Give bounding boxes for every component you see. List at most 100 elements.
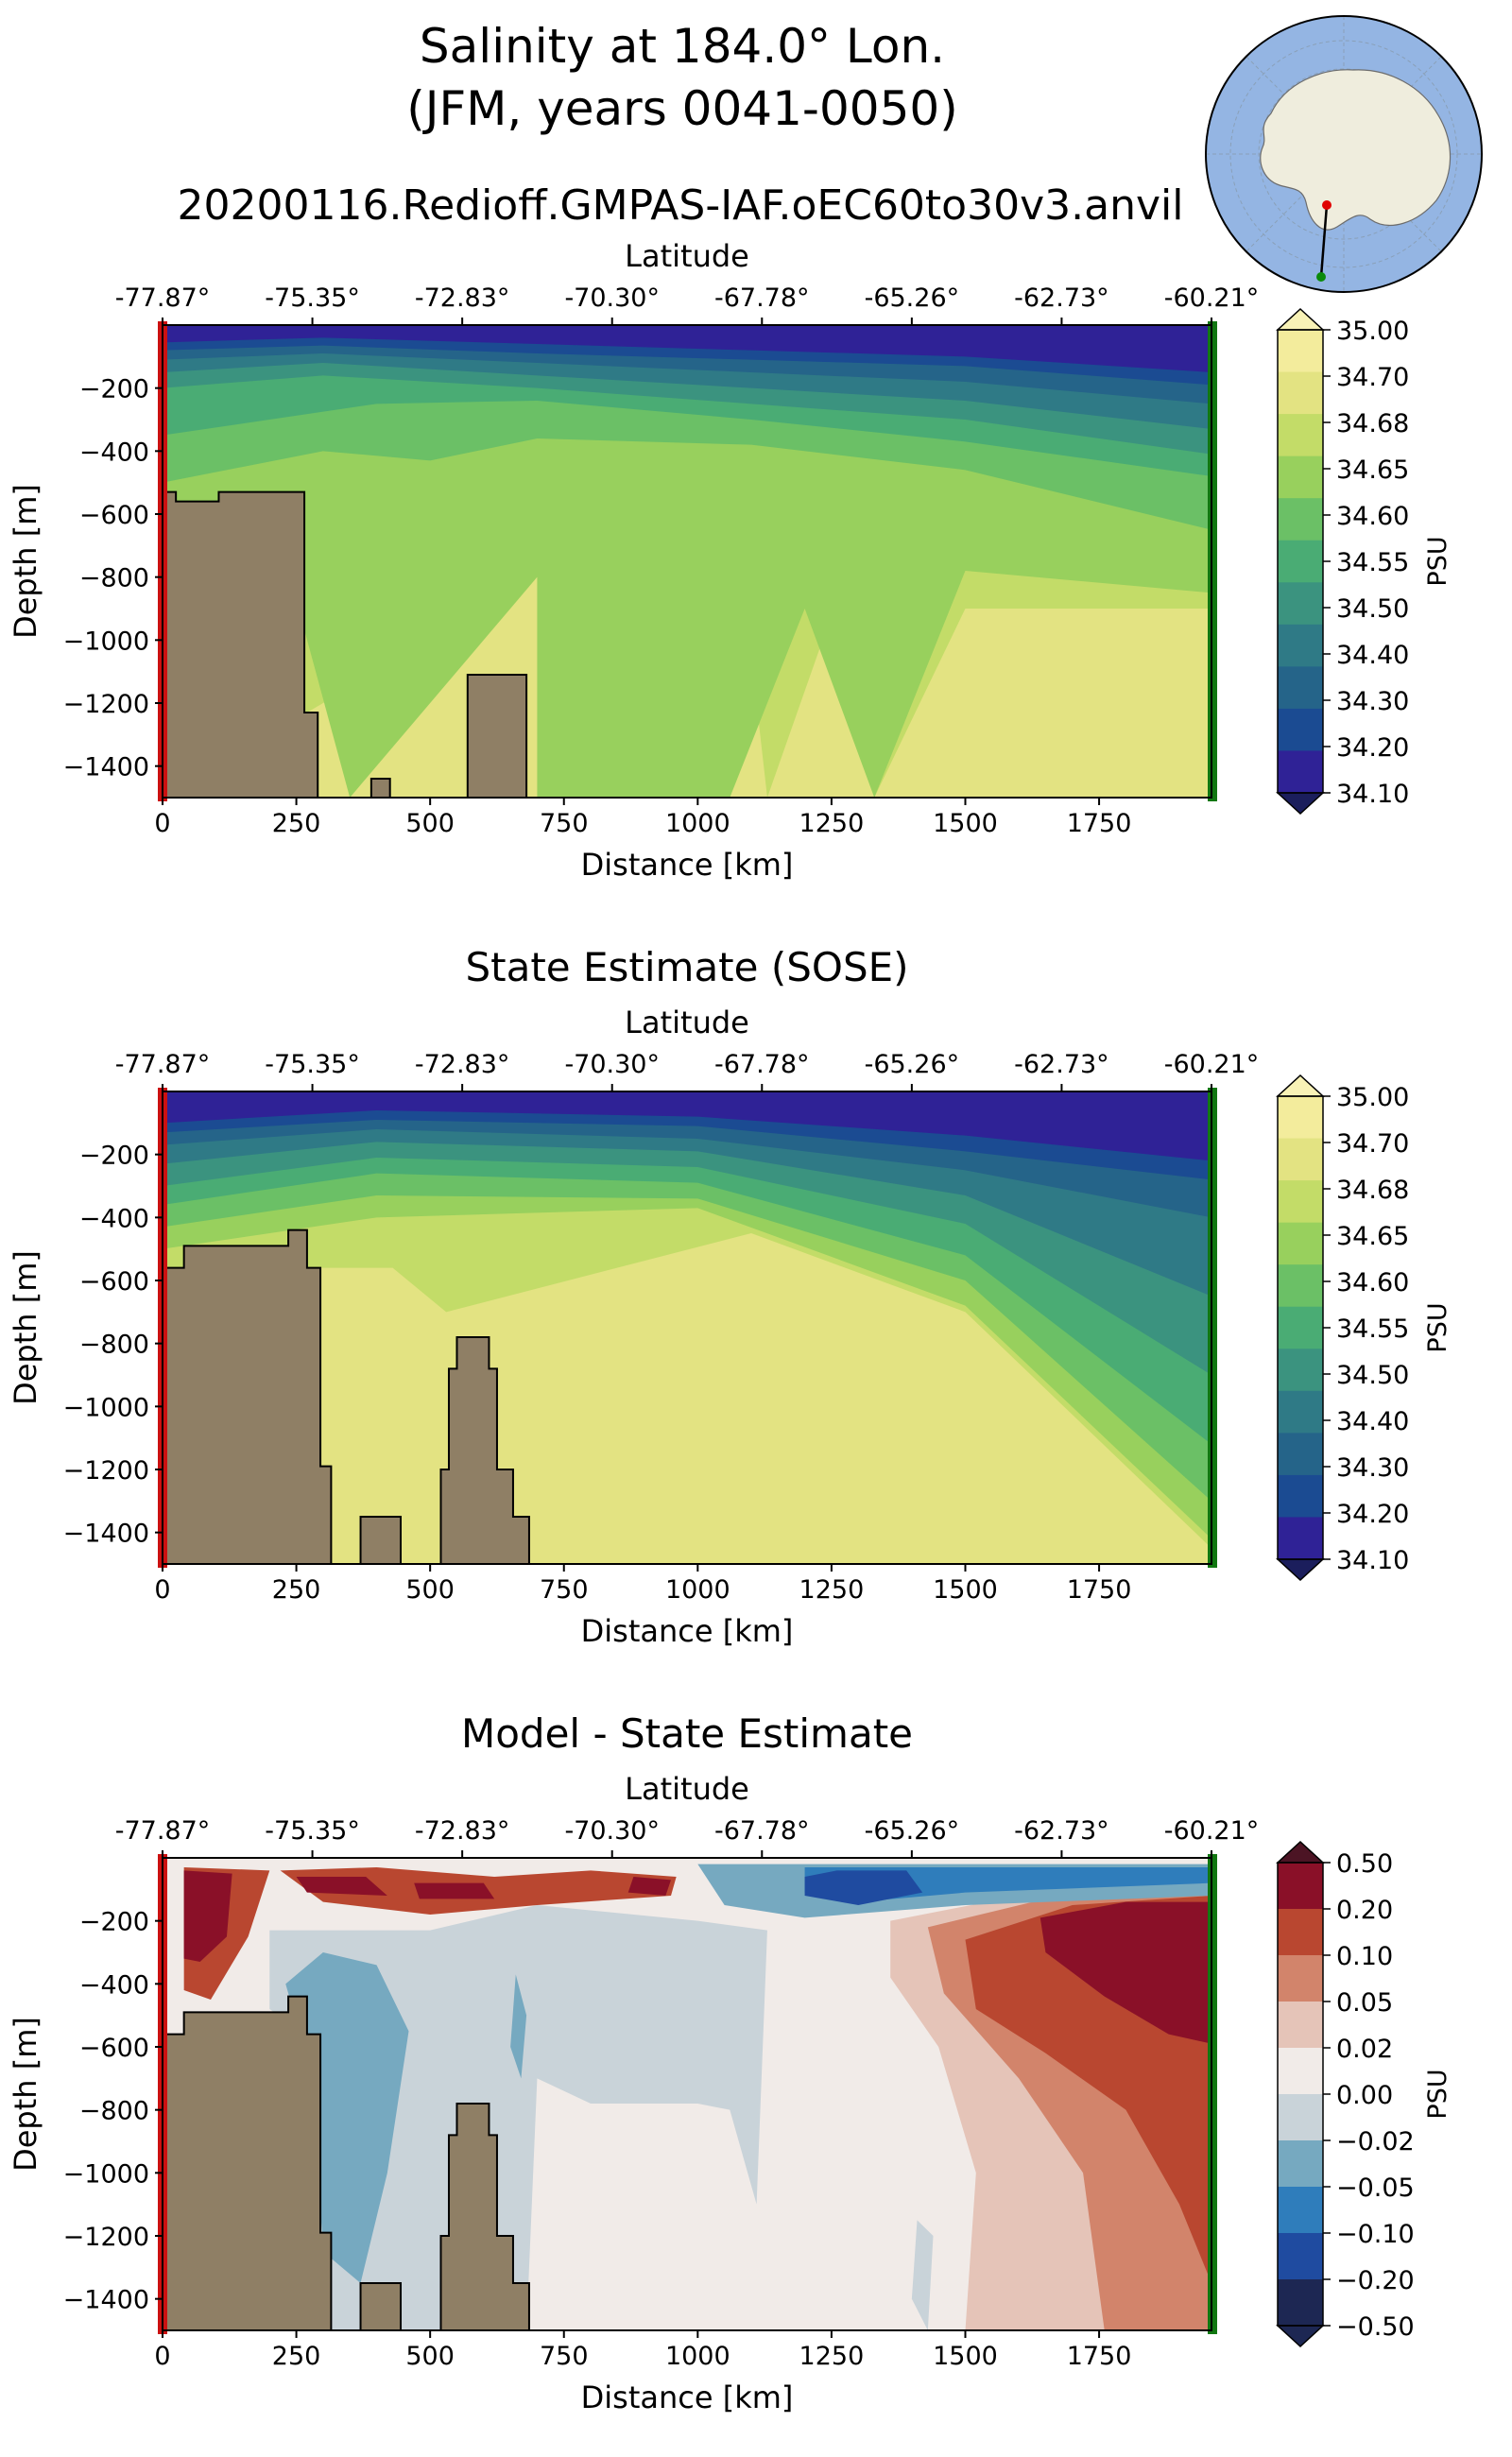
y-tick-label: −1400 bbox=[63, 1520, 149, 1549]
anomaly-region bbox=[510, 1974, 527, 2079]
colorbar-tick-label: −0.50 bbox=[1336, 2312, 1415, 2342]
y-axis-label: Depth [m] bbox=[8, 1250, 43, 1405]
anomaly-region bbox=[911, 2220, 934, 2330]
colorbar-tick-label: 34.60 bbox=[1336, 1268, 1409, 1297]
x-tick-label: 250 bbox=[272, 1575, 321, 1605]
colorbar-segment bbox=[1278, 1180, 1323, 1224]
colorbar: 0.50 0.20 0.10 0.05 0.02 0.00 −0.02 −0.05 −0.10 −… bbox=[1276, 1840, 1415, 2348]
x-tick-label: 1500 bbox=[933, 1575, 998, 1605]
colorbar-tick-label: 34.60 bbox=[1336, 502, 1409, 531]
x-tick-label: 750 bbox=[540, 1575, 589, 1605]
x-tick-label: 1750 bbox=[1067, 1575, 1132, 1605]
colorbar-segment bbox=[1278, 540, 1323, 583]
colorbar-segment bbox=[1278, 2094, 1323, 2141]
latitude-tick-label: -75.35° bbox=[265, 1050, 360, 1079]
colorbar-tick-label: 35.00 bbox=[1336, 1083, 1409, 1112]
latitude-tick-label: -67.78° bbox=[714, 284, 810, 313]
run-name-label: 20200116.Redioff.GMPAS-IAF.oEC60to30v3.a… bbox=[178, 181, 1184, 230]
antarctic-location-map bbox=[1205, 15, 1483, 293]
x-axis-label: Distance [km] bbox=[581, 1613, 794, 1649]
colorbar-tick-label: 0.00 bbox=[1336, 2081, 1393, 2110]
y-tick-label: −800 bbox=[79, 564, 149, 593]
colorbar-tick-label: 34.55 bbox=[1336, 1314, 1409, 1344]
bathymetry-land bbox=[163, 1995, 530, 2330]
x-axis-label: Distance [km] bbox=[581, 847, 794, 883]
x-tick-label: 750 bbox=[540, 809, 589, 838]
colorbar-segment bbox=[1278, 582, 1323, 626]
x-axis-label: Distance [km] bbox=[581, 2380, 794, 2415]
anomaly-region bbox=[183, 1870, 232, 1962]
x-tick-label: 0 bbox=[154, 1575, 170, 1605]
latitude-tick-label: -60.21° bbox=[1164, 1816, 1260, 1846]
colorbar-segment bbox=[1278, 1349, 1323, 1392]
latitude-tick-label: -60.21° bbox=[1164, 1050, 1260, 1079]
colorbar-tick-label: 34.10 bbox=[1336, 780, 1409, 809]
colorbar-tick-label: 34.55 bbox=[1336, 548, 1409, 577]
colorbar-segment bbox=[1278, 414, 1323, 457]
x-tick-label: 1250 bbox=[799, 1575, 865, 1605]
salinity-band bbox=[163, 1091, 1211, 1161]
colorbar-segment bbox=[1278, 1474, 1323, 1518]
x-tick-label: 0 bbox=[154, 809, 170, 838]
x-tick-label: 250 bbox=[272, 809, 321, 838]
colorbar-tick-label: 0.50 bbox=[1336, 1849, 1393, 1879]
top-axis-label: Latitude bbox=[625, 1771, 749, 1807]
x-tick-label: 1000 bbox=[665, 809, 730, 838]
x-tick-label: 1500 bbox=[933, 2342, 998, 2371]
x-tick-label: 1750 bbox=[1067, 809, 1132, 838]
colorbar-tick-label: 34.40 bbox=[1336, 1407, 1409, 1436]
colorbar-segment bbox=[1278, 1863, 1323, 1910]
colorbar-tick-label: 35.00 bbox=[1336, 317, 1409, 346]
colorbar-segment bbox=[1278, 1955, 1323, 2002]
y-tick-label: −1000 bbox=[63, 1393, 149, 1422]
colorbar-tick-label: 34.68 bbox=[1336, 409, 1409, 438]
latitude-tick-label: -62.73° bbox=[1014, 1050, 1109, 1079]
y-tick-label: −400 bbox=[79, 1204, 149, 1233]
colorbar-tick-label: 34.65 bbox=[1336, 1222, 1409, 1251]
axes-frame bbox=[162, 1091, 1212, 1565]
colorbar-tick-label: 0.05 bbox=[1336, 1988, 1393, 2018]
colorbar-tick-label: −0.10 bbox=[1336, 2220, 1415, 2249]
colorbar-tick-label: 34.65 bbox=[1336, 455, 1409, 485]
difference-panel: Model - State Estimate 0 250 500 750 1000 1250… bbox=[8, 1710, 1452, 2415]
colorbar: 35.00 34.70 34.68 34.65 34.60 34.55 34.50 34.40… bbox=[1276, 307, 1409, 816]
colorbar-segment bbox=[1278, 1517, 1323, 1560]
latitude-tick-label: -67.78° bbox=[714, 1816, 810, 1846]
latitude-tick-label: -70.30° bbox=[564, 284, 660, 313]
map-frame bbox=[1205, 15, 1483, 293]
latitude-tick-label: -65.26° bbox=[865, 284, 960, 313]
colorbar-segment bbox=[1278, 330, 1323, 373]
colorbar-segment bbox=[1278, 1390, 1323, 1434]
colorbar-segment bbox=[1278, 1433, 1323, 1476]
y-tick-label: −600 bbox=[79, 2034, 149, 2063]
colorbar-segment bbox=[1278, 624, 1323, 667]
colorbar-tick-label: 0.02 bbox=[1336, 2035, 1393, 2064]
latitude-tick-label: -60.21° bbox=[1164, 284, 1260, 313]
plot-area bbox=[163, 325, 1211, 798]
y-tick-label: −1400 bbox=[63, 753, 149, 782]
colorbar-segment bbox=[1278, 666, 1323, 710]
colorbar-tick-label: 0.10 bbox=[1336, 1942, 1393, 1971]
y-tick-label: −1000 bbox=[63, 2159, 149, 2189]
colorbar-segment bbox=[1278, 1909, 1323, 1956]
latitude-tick-label: -65.26° bbox=[865, 1050, 960, 1079]
colorbar-segment bbox=[1278, 1096, 1323, 1140]
latitude-tick-label: -72.83° bbox=[415, 284, 510, 313]
colorbar-tick-label: −0.02 bbox=[1336, 2127, 1415, 2156]
colorbar-segment bbox=[1278, 1138, 1323, 1181]
bathymetry-land bbox=[163, 1228, 530, 1564]
figure-title-line1: Salinity at 184.0° Lon. bbox=[420, 19, 945, 74]
colorbar-segment bbox=[1278, 371, 1323, 415]
y-tick-label: −600 bbox=[79, 1267, 149, 1297]
top-axis-label: Latitude bbox=[625, 238, 749, 274]
x-tick-label: 1250 bbox=[799, 809, 865, 838]
colorbar-tick-label: 34.50 bbox=[1336, 1361, 1409, 1390]
colorbar-tick-label: −0.20 bbox=[1336, 2266, 1415, 2295]
colorbar-tick-label: 0.20 bbox=[1336, 1896, 1393, 1925]
colorbar-tick-label: −0.05 bbox=[1336, 2174, 1415, 2203]
x-tick-label: 1250 bbox=[799, 2342, 865, 2371]
sose-salinity-panel: State Estimate (SOSE) 0 250 500 750 1000 1250 1… bbox=[8, 944, 1452, 1649]
bathymetry-land bbox=[163, 490, 528, 798]
latitude-tick-label: -67.78° bbox=[714, 1050, 810, 1079]
y-tick-label: −400 bbox=[79, 1970, 149, 2000]
